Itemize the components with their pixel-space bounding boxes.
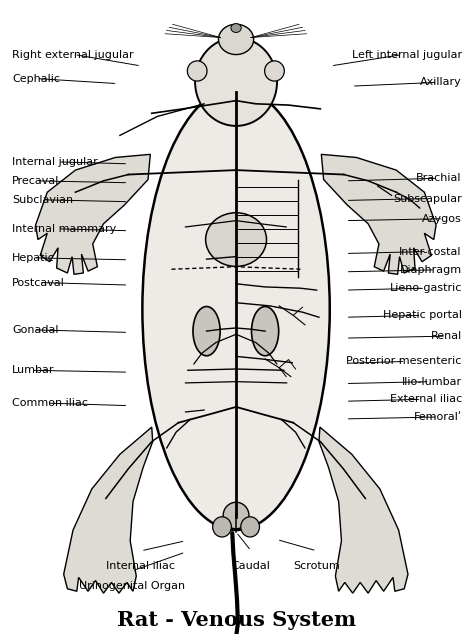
Ellipse shape [231, 24, 241, 32]
Text: Internal jugular: Internal jugular [12, 157, 98, 167]
Text: Lumbar: Lumbar [12, 365, 55, 375]
Text: Urinogenital Organ: Urinogenital Organ [79, 581, 185, 591]
Text: Posterior mesenteric: Posterior mesenteric [346, 357, 462, 366]
Ellipse shape [195, 38, 277, 126]
Text: Internal mammary: Internal mammary [12, 224, 117, 234]
Text: Subscapular: Subscapular [393, 194, 462, 204]
Text: Common iliac: Common iliac [12, 398, 88, 408]
Ellipse shape [219, 24, 254, 55]
Ellipse shape [206, 213, 266, 266]
Ellipse shape [142, 88, 330, 530]
Text: Lieno-gastric: Lieno-gastric [390, 283, 462, 293]
Text: Subclavian: Subclavian [12, 195, 73, 204]
Text: Inter-costal: Inter-costal [400, 247, 462, 257]
Text: Left internal jugular: Left internal jugular [352, 50, 462, 59]
Text: Precaval: Precaval [12, 176, 60, 186]
Text: Renal: Renal [430, 331, 462, 341]
Text: Right external jugular: Right external jugular [12, 50, 134, 59]
Text: Caudal: Caudal [232, 561, 271, 571]
Text: Hepatic portal: Hepatic portal [383, 310, 462, 320]
Text: Brachial: Brachial [416, 173, 462, 183]
Polygon shape [64, 427, 153, 593]
Polygon shape [321, 154, 436, 275]
Ellipse shape [187, 61, 207, 81]
Text: Postcaval: Postcaval [12, 278, 65, 287]
Text: Gonadal: Gonadal [12, 325, 59, 335]
Polygon shape [36, 154, 150, 275]
Ellipse shape [264, 61, 284, 81]
Ellipse shape [213, 517, 231, 537]
Ellipse shape [223, 502, 249, 529]
Ellipse shape [252, 306, 279, 355]
Text: Internal iliac: Internal iliac [107, 561, 175, 571]
Text: Ilio-lumbar: Ilio-lumbar [402, 376, 462, 387]
Text: Diaphragm: Diaphragm [400, 265, 462, 275]
Text: Azygos: Azygos [422, 214, 462, 224]
Text: Rat - Venous System: Rat - Venous System [118, 610, 356, 631]
Text: Femoralʹ: Femoralʹ [414, 412, 462, 422]
Polygon shape [319, 427, 408, 593]
Text: Axillary: Axillary [420, 77, 462, 87]
Text: External iliac: External iliac [390, 394, 462, 404]
Ellipse shape [193, 306, 220, 355]
Text: Cephalic: Cephalic [12, 73, 60, 83]
Text: Scrotum: Scrotum [293, 561, 340, 571]
Ellipse shape [241, 517, 259, 537]
Text: Hepatic: Hepatic [12, 253, 55, 263]
